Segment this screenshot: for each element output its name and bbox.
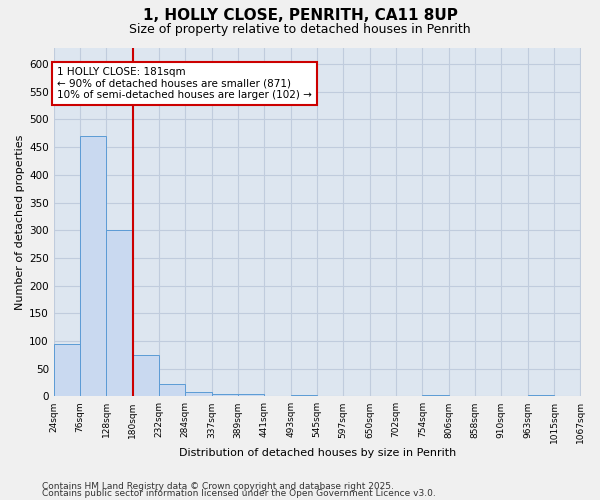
Bar [80,136,106,396]
Text: 1, HOLLY CLOSE, PENRITH, CA11 8UP: 1, HOLLY CLOSE, PENRITH, CA11 8UP [143,8,457,22]
X-axis label: Distribution of detached houses by size in Penrith: Distribution of detached houses by size … [179,448,456,458]
Bar [290,395,317,396]
Text: 1 HOLLY CLOSE: 181sqm
← 90% of detached houses are smaller (871)
10% of semi-det: 1 HOLLY CLOSE: 181sqm ← 90% of detached … [57,67,311,100]
Bar [133,355,159,397]
Text: Contains HM Land Registry data © Crown copyright and database right 2025.: Contains HM Land Registry data © Crown c… [42,482,394,491]
Bar [106,230,133,396]
Text: Size of property relative to detached houses in Penrith: Size of property relative to detached ho… [129,22,471,36]
Bar [54,344,80,396]
Y-axis label: Number of detached properties: Number of detached properties [15,134,25,310]
Bar [422,395,449,396]
Bar [185,392,212,396]
Bar [212,394,238,396]
Bar [238,394,265,396]
Text: Contains public sector information licensed under the Open Government Licence v3: Contains public sector information licen… [42,490,436,498]
Bar [159,384,185,396]
Bar [528,395,554,396]
